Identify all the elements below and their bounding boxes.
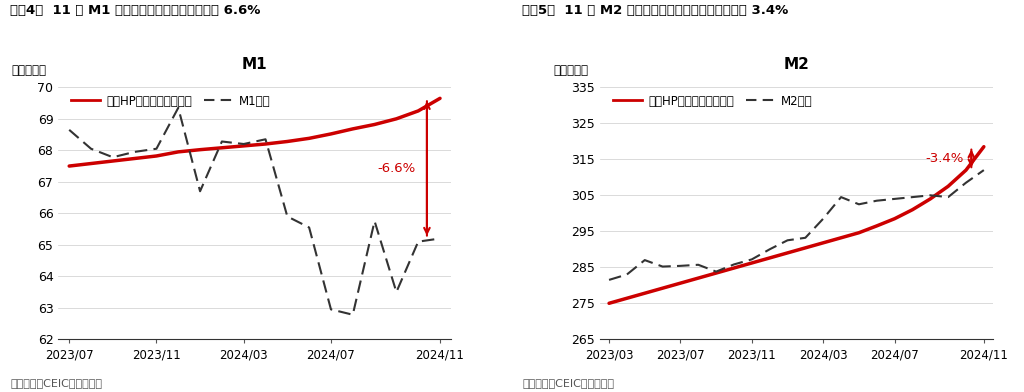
Legend: 基于HP滤波估计的趋势值, M1余额: 基于HP滤波估计的趋势值, M1余额 — [67, 90, 275, 112]
Text: M1: M1 — [242, 57, 267, 72]
Text: 资料来源：CEIC，华泰研究: 资料来源：CEIC，华泰研究 — [522, 378, 614, 388]
Text: M2: M2 — [783, 57, 809, 72]
Text: 资料来源：CEIC，华泰研究: 资料来源：CEIC，华泰研究 — [10, 378, 102, 388]
Text: -3.4%: -3.4% — [926, 152, 965, 165]
Legend: 基于HP滤波估计的趋势值, M2余额: 基于HP滤波估计的趋势值, M2余额 — [608, 90, 817, 112]
Text: （万亿元）: （万亿元） — [11, 64, 46, 77]
Text: 图表5：  11 月 M2 余额偏离趋势值的幅度校服走阔至 3.4%: 图表5： 11 月 M2 余额偏离趋势值的幅度校服走阔至 3.4% — [522, 4, 788, 17]
Text: （万亿元）: （万亿元） — [553, 64, 588, 77]
Text: -6.6%: -6.6% — [378, 162, 416, 175]
Text: 图表4：  11 月 M1 余额偏离趋势值的幅度收窄至 6.6%: 图表4： 11 月 M1 余额偏离趋势值的幅度收窄至 6.6% — [10, 4, 261, 17]
